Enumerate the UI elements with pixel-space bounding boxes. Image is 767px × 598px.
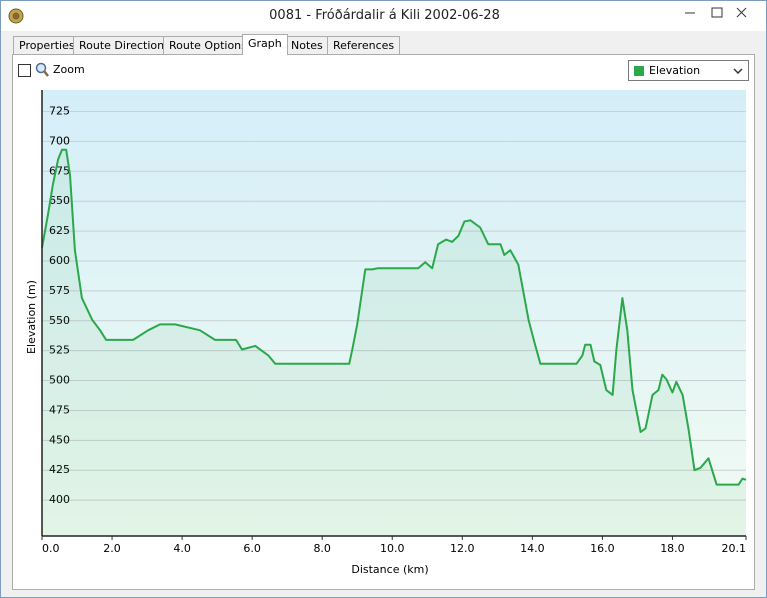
area-fill — [42, 149, 746, 537]
close-button[interactable] — [736, 7, 747, 18]
tab[interactable]: Graph — [242, 34, 288, 55]
window-title: 0081 - Fróðárdalir á Kili 2002-06-28 — [269, 8, 500, 23]
x-tick-label: 0.0 — [42, 542, 60, 555]
x-tick-label: 6.0 — [243, 542, 261, 555]
y-tick-label: 550 — [49, 314, 70, 327]
y-tick-label: 525 — [49, 344, 70, 357]
series-dropdown[interactable]: Elevation — [628, 60, 749, 81]
x-tick-label: 8.0 — [313, 542, 331, 555]
x-tick-label: 16.0 — [590, 542, 615, 555]
tab[interactable]: Route Options — [163, 36, 253, 54]
x-tick-label: 18.0 — [660, 542, 685, 555]
x-tick-label: 20.1 — [722, 542, 747, 555]
y-tick-label: 500 — [49, 374, 70, 387]
y-tick-label: 700 — [49, 134, 70, 147]
zoom-label[interactable]: Zoom — [53, 63, 85, 76]
plot-background — [42, 90, 746, 536]
x-tick-label: 12.0 — [450, 542, 475, 555]
y-tick-label: 725 — [49, 105, 70, 118]
x-tick-label: 14.0 — [520, 542, 545, 555]
legend-label: Elevation — [649, 64, 701, 77]
x-tick-label: 4.0 — [173, 542, 191, 555]
line — [41, 148, 747, 486]
y-tick-label: 425 — [49, 463, 70, 476]
zoom-icon — [35, 62, 49, 77]
dropdown-arrow[interactable] — [733, 67, 743, 75]
x-tick-label: 2.0 — [103, 542, 121, 555]
y-tick-label: 600 — [49, 254, 70, 267]
y-tick-label: 400 — [49, 493, 70, 506]
x-axis-label: Distance (km) — [351, 563, 428, 576]
y-tick-label: 625 — [49, 224, 70, 237]
y-tick-label: 450 — [49, 433, 70, 446]
window-buttons[interactable] — [667, 1, 765, 25]
y-tick-label: 475 — [49, 403, 70, 416]
app-icon — [8, 8, 24, 24]
y-tick-label: 650 — [49, 194, 70, 207]
title-bar: 0081 - Fróðárdalir á Kili 2002-06-28 — [1, 1, 766, 31]
tab[interactable]: References — [327, 36, 401, 54]
x-tick-label: 10.0 — [380, 542, 405, 555]
legend-swatch — [634, 66, 644, 76]
y-axis-label: Elevation (m) — [25, 280, 38, 354]
maximize-button[interactable] — [711, 7, 723, 18]
y-tick-label: 575 — [49, 284, 70, 297]
zoom-checkbox[interactable] — [18, 64, 31, 77]
